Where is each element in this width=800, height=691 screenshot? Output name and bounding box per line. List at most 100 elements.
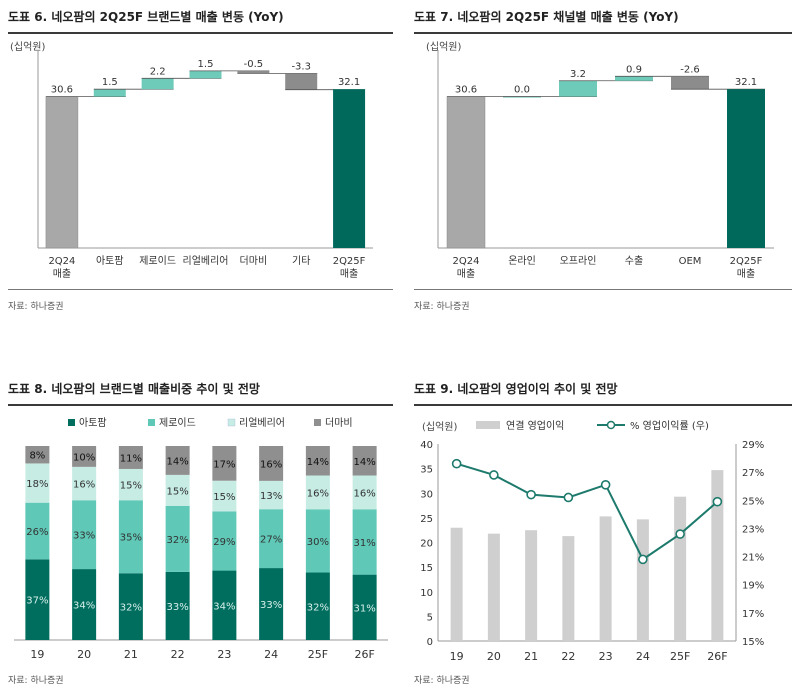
stacked-segment (25, 446, 50, 464)
waterfall-bar (333, 89, 366, 248)
chart-title: 도표 7. 네오팜의 2Q25F 채널별 매출 변동 (YoY) (414, 10, 679, 24)
category-label: 24 (264, 648, 278, 661)
category-label: 26F (707, 650, 727, 663)
category-label: 19 (30, 648, 44, 661)
category-label: 2Q25F 매출 (730, 256, 763, 280)
segment-label: 18% (26, 479, 48, 490)
segment-label: 13% (260, 491, 282, 502)
legend-label: 더마비 (325, 417, 353, 429)
y-tick-label: 15 (420, 563, 433, 574)
y2-tick-label: 19% (742, 581, 764, 592)
segment-label: 37% (26, 596, 48, 607)
data-label: 32.1 (338, 77, 360, 88)
y2-tick-label: 17% (742, 609, 764, 620)
stacked-segment (259, 480, 284, 510)
stacked-segment (212, 480, 237, 512)
segment-label: 33% (167, 602, 189, 613)
data-label: 32.1 (735, 77, 757, 88)
stacked-segment (165, 571, 190, 640)
segment-label: 34% (73, 601, 95, 612)
profit-bar (636, 519, 649, 641)
segment-label: 29% (213, 537, 235, 548)
y2-tick-label: 25% (742, 496, 764, 507)
stacked-segment (305, 475, 330, 510)
unit-label: (십억원) (426, 41, 462, 53)
stacked-segment (165, 474, 190, 506)
stacked-segment (25, 559, 50, 640)
category-label: 2Q24 매출 (48, 256, 75, 280)
stacked-segment (165, 505, 190, 572)
margin-point (712, 496, 723, 507)
category-label: 20 (77, 648, 91, 661)
legend-label: % 영업이익률 (우) (630, 419, 709, 432)
data-label: 0.0 (514, 85, 530, 96)
stacked-segment (259, 568, 284, 640)
margin-point (600, 480, 611, 490)
category-label: 20 (487, 650, 501, 663)
stacked-segment (118, 446, 143, 469)
category-label: 25F (308, 648, 328, 661)
category-label: 22 (561, 650, 575, 663)
category-label: 19 (450, 650, 464, 663)
title-rule (8, 404, 393, 406)
stacked-segment (118, 500, 143, 574)
data-label: 2.2 (150, 66, 166, 77)
category-label: 2Q24 매출 (453, 256, 480, 280)
category-label: 23 (599, 650, 613, 663)
stacked-bar-chart: 아토팜 제로이드 리얼베리어 더마비 37% 26% 18% 8% 19 34% 33% 16% 10%… (14, 417, 388, 661)
data-label: -0.5 (244, 59, 264, 70)
stacked-segment (72, 446, 97, 467)
profit-bar (525, 530, 538, 641)
profit-bar (711, 470, 724, 641)
source-note: 자료: 하나증권 (8, 676, 64, 686)
waterfall-bar (285, 73, 318, 90)
category-label: 오프라인 (560, 255, 597, 267)
source-note: 자료: 하나증권 (8, 302, 64, 312)
waterfall-bar (615, 76, 653, 81)
category-label: 기타 (292, 255, 310, 267)
stacked-segment (352, 475, 377, 510)
waterfall-bar (671, 76, 709, 90)
stacked-segment (165, 446, 190, 475)
segment-label: 31% (354, 603, 376, 614)
data-label: -2.6 (680, 64, 700, 75)
stacked-segment (72, 466, 97, 501)
chart-panel-brand-waterfall: 도표 6. 네오팜의 2Q25F 브랜드별 매출 변동 (YoY) (십억원) 3… (8, 0, 393, 330)
bottom-rule (414, 289, 792, 290)
stacked-segment (305, 446, 330, 476)
category-label: 22 (171, 648, 185, 661)
category-label: 21 (524, 650, 538, 663)
segment-label: 15% (213, 492, 235, 503)
segment-label: 32% (307, 602, 329, 613)
legend-label: 리얼베리어 (239, 417, 285, 429)
profit-bar (562, 536, 575, 641)
segment-label: 32% (120, 603, 142, 614)
segment-label: 33% (260, 600, 282, 611)
stacked-segment (25, 463, 50, 503)
category-label: 더마비 (240, 255, 268, 267)
segment-label: 35% (120, 533, 142, 544)
segment-label: 16% (73, 480, 95, 491)
stacked-segment (212, 570, 237, 640)
legend-swatch (68, 419, 75, 426)
stacked-segment (352, 574, 377, 640)
stacked-segment (212, 511, 237, 571)
bottom-rule (8, 289, 393, 290)
category-label: 26F (354, 648, 374, 661)
legend-label: 아토팜 (79, 417, 107, 429)
margin-point (675, 529, 685, 539)
margin-point (526, 489, 536, 500)
y-tick-label: 5 (427, 612, 433, 623)
margin-point (489, 470, 499, 480)
profit-bar (487, 533, 500, 641)
category-label: 21 (124, 648, 138, 661)
category-label: 25F (670, 650, 690, 663)
segment-label: 27% (260, 535, 282, 546)
segment-label: 14% (307, 457, 329, 468)
bar-line-combo-chart: (십억원) 0 5 10 15 20 25 30 35 40 15% 17% 19% 21% 23% 25% 2… (420, 419, 764, 663)
y2-tick-label: 21% (742, 553, 764, 564)
segment-label: 31% (354, 538, 376, 549)
y2-tick-label: 23% (742, 524, 764, 535)
data-label: 30.6 (455, 85, 477, 96)
y2-tick-label: 27% (742, 468, 764, 479)
